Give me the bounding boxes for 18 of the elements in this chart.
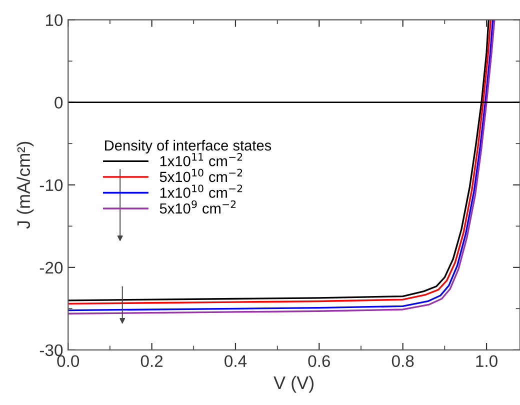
x-tick-label: 1.0	[476, 355, 498, 368]
y-tick-label: -20	[40, 262, 63, 274]
y-axis-title: J (mA/cm²)	[16, 142, 34, 229]
x-tick-label: 0.6	[308, 355, 330, 368]
y-tick-label: 0	[54, 96, 63, 109]
legend-title: Density of interface states	[105, 140, 272, 154]
x-tick-label: 0.4	[224, 355, 247, 368]
x-axis-title: V (V)	[274, 376, 314, 393]
x-tick-label: 0.0	[57, 355, 80, 368]
legend-label: 5x10$^{9}$ cm$^{−2}$	[160, 200, 236, 214]
x-tick-label: 0.8	[392, 355, 414, 368]
x-tick-label: 0.2	[140, 355, 163, 368]
y-tick-label: -30	[40, 344, 63, 356]
y-tick-label: 10	[46, 14, 63, 26]
y-tick-label: -10	[40, 179, 63, 192]
legend-label: 5x10$^{10}$ cm$^{−2}$	[160, 168, 242, 182]
legend-label: 1x10$^{10}$ cm$^{−2}$	[160, 184, 242, 198]
legend-label: 1x10$^{11}$ cm$^{−2}$	[160, 153, 242, 166]
